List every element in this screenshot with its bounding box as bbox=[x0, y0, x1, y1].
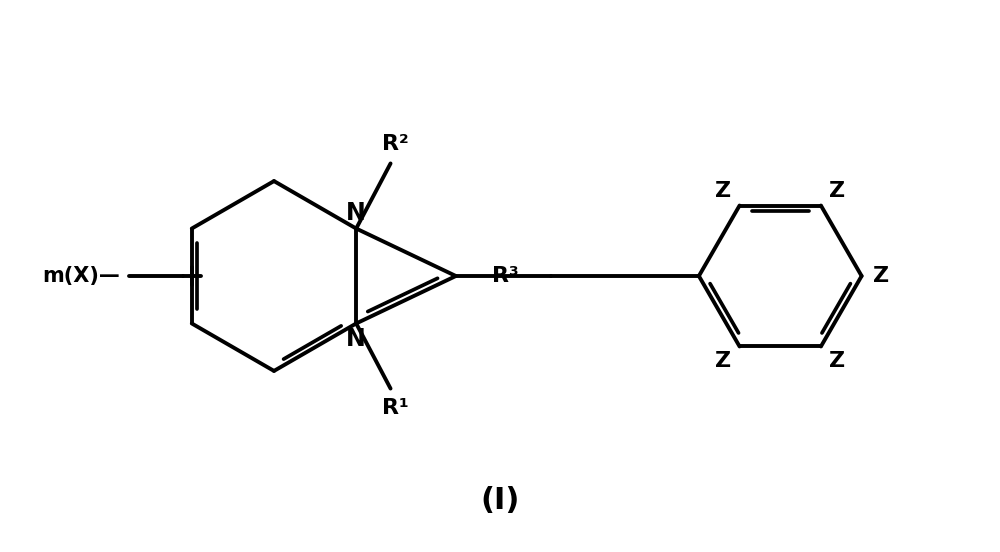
Text: (I): (I) bbox=[480, 486, 520, 514]
Text: m(X)—: m(X)— bbox=[43, 266, 120, 286]
Text: Z: Z bbox=[829, 181, 845, 201]
Text: R²: R² bbox=[382, 134, 408, 153]
Text: N: N bbox=[346, 201, 366, 225]
Text: Z: Z bbox=[715, 181, 731, 201]
Text: Z: Z bbox=[715, 351, 731, 371]
Text: R¹: R¹ bbox=[382, 399, 408, 418]
Text: Z: Z bbox=[829, 351, 845, 371]
Text: R³: R³ bbox=[492, 266, 519, 286]
Text: N: N bbox=[346, 327, 366, 351]
Text: Z: Z bbox=[873, 266, 890, 286]
